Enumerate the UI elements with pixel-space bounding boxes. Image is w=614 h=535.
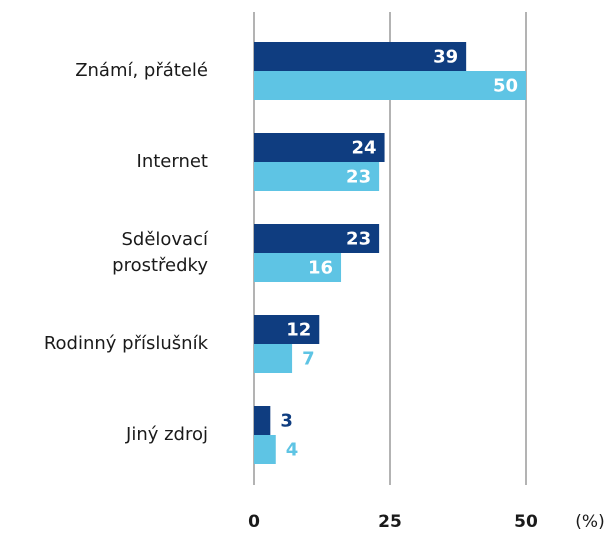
value-label: 16 [308,258,333,279]
value-label: 39 [433,47,458,68]
value-label: 23 [346,229,371,250]
category-label: Známí, přátelé [75,60,208,81]
category-label: Internet [136,151,208,172]
category-label: Jiný zdroj [126,424,208,445]
x-tick-label: 25 [378,512,402,532]
category-label: Sdělovací prostředky [112,229,208,276]
value-label: 4 [286,440,299,461]
category-label: Rodinný příslušník [43,333,208,354]
bar [254,162,380,191]
x-axis-label: (%) [575,512,604,532]
value-label: 3 [280,411,293,432]
bar [254,253,342,282]
x-tick-label: 50 [514,512,538,532]
value-label: 23 [346,167,371,188]
bar [254,71,526,100]
value-label: 24 [351,138,376,159]
bar [254,224,380,253]
bar [254,406,271,435]
value-label: 12 [286,320,311,341]
bar [254,42,467,71]
x-tick-label: 0 [248,512,260,532]
value-label: 7 [302,349,315,370]
value-label: 50 [493,76,518,97]
bar [254,435,276,464]
bar [254,315,320,344]
bar [254,133,385,162]
bar [254,344,293,373]
